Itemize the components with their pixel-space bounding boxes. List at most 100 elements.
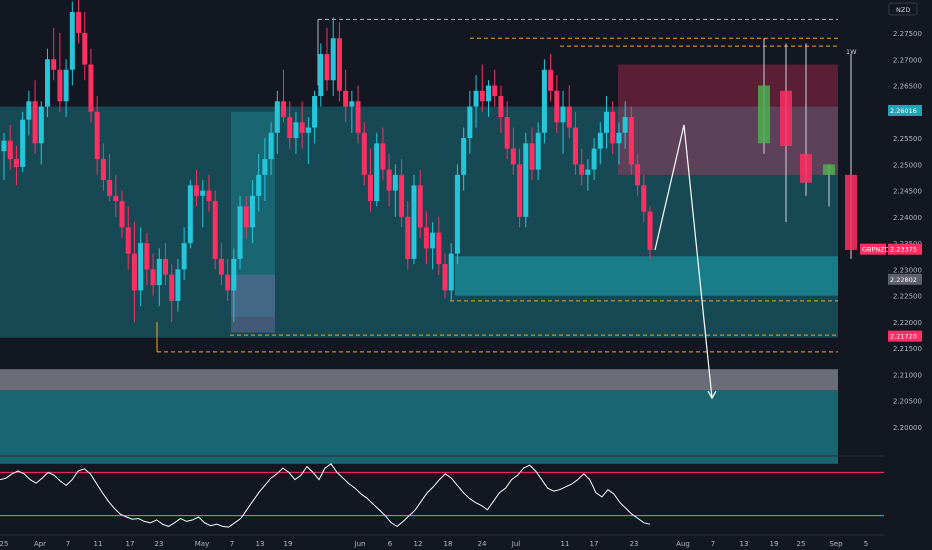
candle-body[interactable] [44,59,50,107]
weekly-candles-layer[interactable] [758,38,857,259]
current-price-tag[interactable] [888,243,922,255]
candle-body[interactable] [69,11,75,70]
rsi-line[interactable] [0,463,651,528]
candle-body[interactable] [268,132,274,160]
candle-body[interactable] [417,185,423,228]
candle-body[interactable] [243,206,249,228]
candle-body[interactable] [287,117,293,139]
candle-body[interactable] [635,164,641,186]
candle-body[interactable] [622,117,628,133]
candle-body[interactable] [107,180,113,196]
candle-body[interactable] [411,185,417,259]
candle-body[interactable] [262,159,268,175]
candle-body[interactable] [274,101,280,133]
candle-body[interactable] [454,174,460,254]
candle-body[interactable] [579,164,585,175]
candle-body[interactable] [38,106,44,144]
candle-body[interactable] [305,127,311,133]
candle-body[interactable] [535,132,541,170]
candle-body[interactable] [163,258,168,275]
candle-body[interactable] [256,174,262,196]
weekly-candle-body[interactable] [780,90,792,146]
candle-body[interactable] [560,106,566,123]
candle-body[interactable] [76,11,82,33]
candle-body[interactable] [548,69,554,91]
candle-body[interactable] [405,216,411,259]
candle-body[interactable] [330,38,336,81]
candle-body[interactable] [448,253,454,291]
weekly-candle-body[interactable] [845,174,857,250]
candle-body[interactable] [597,132,603,149]
candle-body[interactable] [225,274,231,291]
candle-body[interactable] [343,90,349,107]
candle-body[interactable] [299,122,305,133]
candle-body[interactable] [100,159,106,181]
candle-body[interactable] [566,106,572,128]
candle-body[interactable] [13,159,19,167]
candle-body[interactable] [212,201,218,259]
candle-body[interactable] [436,232,442,265]
candle-body[interactable] [175,269,181,301]
candle-body[interactable] [374,143,380,202]
candle-body[interactable] [1,140,7,152]
candle-body[interactable] [361,132,367,175]
currency-badge[interactable] [888,2,918,16]
candle-body[interactable] [57,69,63,102]
candle-body[interactable] [517,164,523,217]
candle-body[interactable] [94,111,100,160]
weekly-candle-body[interactable] [758,85,770,144]
candle-body[interactable] [318,54,324,97]
candle-body[interactable] [461,138,467,175]
candle-body[interactable] [20,119,26,167]
candle-body[interactable] [510,148,516,165]
date-axis[interactable]: 25 Apr 7 11 17 23 May 7 13 19 Jun 6 12 18 24 Jul 11 17 23 A… [0,534,884,548]
candle-body[interactable] [479,90,485,102]
candle-body[interactable] [604,111,610,133]
candle-body[interactable] [554,90,560,123]
candle-body[interactable] [194,185,200,196]
candle-body[interactable] [392,174,398,191]
candle-body[interactable] [88,64,94,112]
candle-body[interactable] [312,96,318,128]
candle-body[interactable] [231,258,237,291]
candle-body[interactable] [169,274,175,301]
candle-body[interactable] [541,69,547,133]
symbol-tag[interactable] [860,243,886,255]
candle-body[interactable] [355,101,361,133]
candle-body[interactable] [498,96,504,118]
candle-body[interactable] [119,201,125,228]
candle-body[interactable] [399,174,405,217]
candle-body[interactable] [349,101,355,107]
candle-body[interactable] [591,148,597,170]
candle-body[interactable] [150,269,156,286]
candle-body[interactable] [380,143,386,170]
candle-body[interactable] [641,185,647,212]
candle-body[interactable] [187,185,193,244]
price-axis[interactable]: 2.275002.270002.265002.260002.255002.250… [860,0,932,550]
candle-body[interactable] [473,90,479,107]
candle-body[interactable] [616,132,622,144]
candle-body[interactable] [386,169,392,191]
candle-body[interactable] [486,85,491,102]
candle-body[interactable] [467,106,473,139]
candle-body[interactable] [144,243,150,270]
candle-body[interactable] [492,85,498,97]
candle-body[interactable] [585,169,591,175]
candle-body[interactable] [647,211,653,250]
candle-body[interactable] [63,69,69,102]
price-tag[interactable] [888,273,922,285]
candle-body[interactable] [430,232,436,249]
candle-body[interactable] [572,127,578,165]
candle-body[interactable] [610,111,616,144]
candle-body[interactable] [156,258,162,286]
daily-candles-layer[interactable] [1,0,653,322]
candle-body[interactable] [113,195,119,202]
candle-body[interactable] [336,38,342,91]
candle-body[interactable] [32,101,38,144]
candle-body[interactable] [125,227,131,254]
candle-body[interactable] [206,190,212,202]
candle-body[interactable] [281,101,287,118]
candle-body[interactable] [51,59,57,70]
candle-body[interactable] [26,101,32,120]
